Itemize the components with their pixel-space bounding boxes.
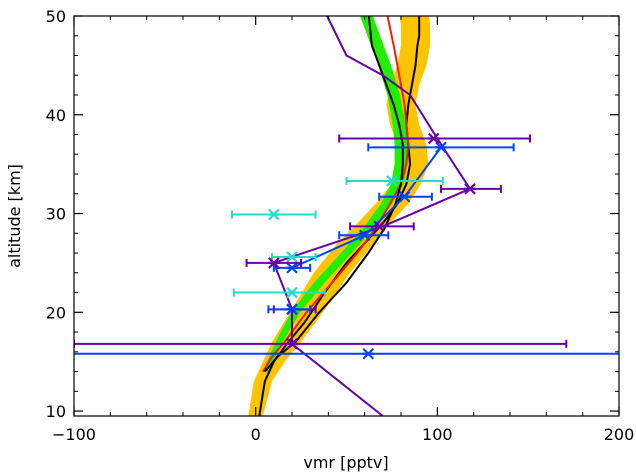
data-point-marker (267, 257, 280, 269)
data-point-marker (286, 303, 298, 316)
y-tick-label: 50 (46, 7, 66, 26)
data-point-marker (398, 190, 411, 203)
x-tick-label: 0 (251, 425, 261, 444)
error-bar-15 (338, 132, 531, 145)
data-point-marker (286, 338, 298, 350)
error-bar-9 (338, 229, 390, 242)
x-tick-label: 100 (422, 425, 453, 444)
y-tick-label: 10 (46, 402, 66, 421)
y-tick-label: 30 (46, 205, 66, 224)
data-point-marker (427, 132, 440, 145)
series-line-4 (291, 146, 442, 269)
data-point-marker (286, 251, 298, 263)
data-point-marker (373, 220, 386, 233)
error-bar-11 (345, 175, 444, 187)
error-bars-layer (74, 132, 619, 360)
error-bar-2 (232, 286, 326, 299)
data-point-marker (362, 347, 375, 360)
x-tick-label: 200 (604, 425, 635, 444)
x-tick-label: −100 (52, 425, 96, 444)
data-point-marker (286, 262, 298, 274)
error-bar-12 (378, 190, 433, 203)
error-bar-7 (245, 257, 303, 269)
y-axis-title: altitude [km] (5, 164, 24, 268)
error-bar-0 (74, 347, 619, 360)
data-point-marker (286, 286, 298, 299)
error-bar-14 (367, 141, 515, 154)
series-line-0 (258, 16, 421, 416)
error-bar-6 (272, 262, 312, 274)
error-bar-4 (267, 303, 312, 316)
error-bar-13 (439, 183, 502, 195)
y-tick-label: 20 (46, 303, 66, 322)
series-line-2 (264, 16, 404, 373)
data-point-marker (267, 208, 280, 221)
data-point-marker (358, 229, 371, 242)
band-1 (262, 16, 408, 372)
plot-frame (73, 15, 620, 417)
error-bar-10 (349, 220, 415, 233)
error-bar-8 (231, 208, 317, 221)
x-axis-title: vmr [pptv] (303, 453, 388, 472)
data-point-marker (385, 175, 398, 187)
bands-layer (248, 16, 431, 416)
data-point-marker (464, 183, 477, 195)
y-tick-label: 40 (46, 106, 66, 125)
error-bar-1 (74, 338, 568, 350)
data-point-marker (434, 141, 447, 154)
error-bar-5 (271, 251, 317, 263)
ticks-layer: −100 0 100 200 10 20 30 40 50 (46, 7, 635, 444)
